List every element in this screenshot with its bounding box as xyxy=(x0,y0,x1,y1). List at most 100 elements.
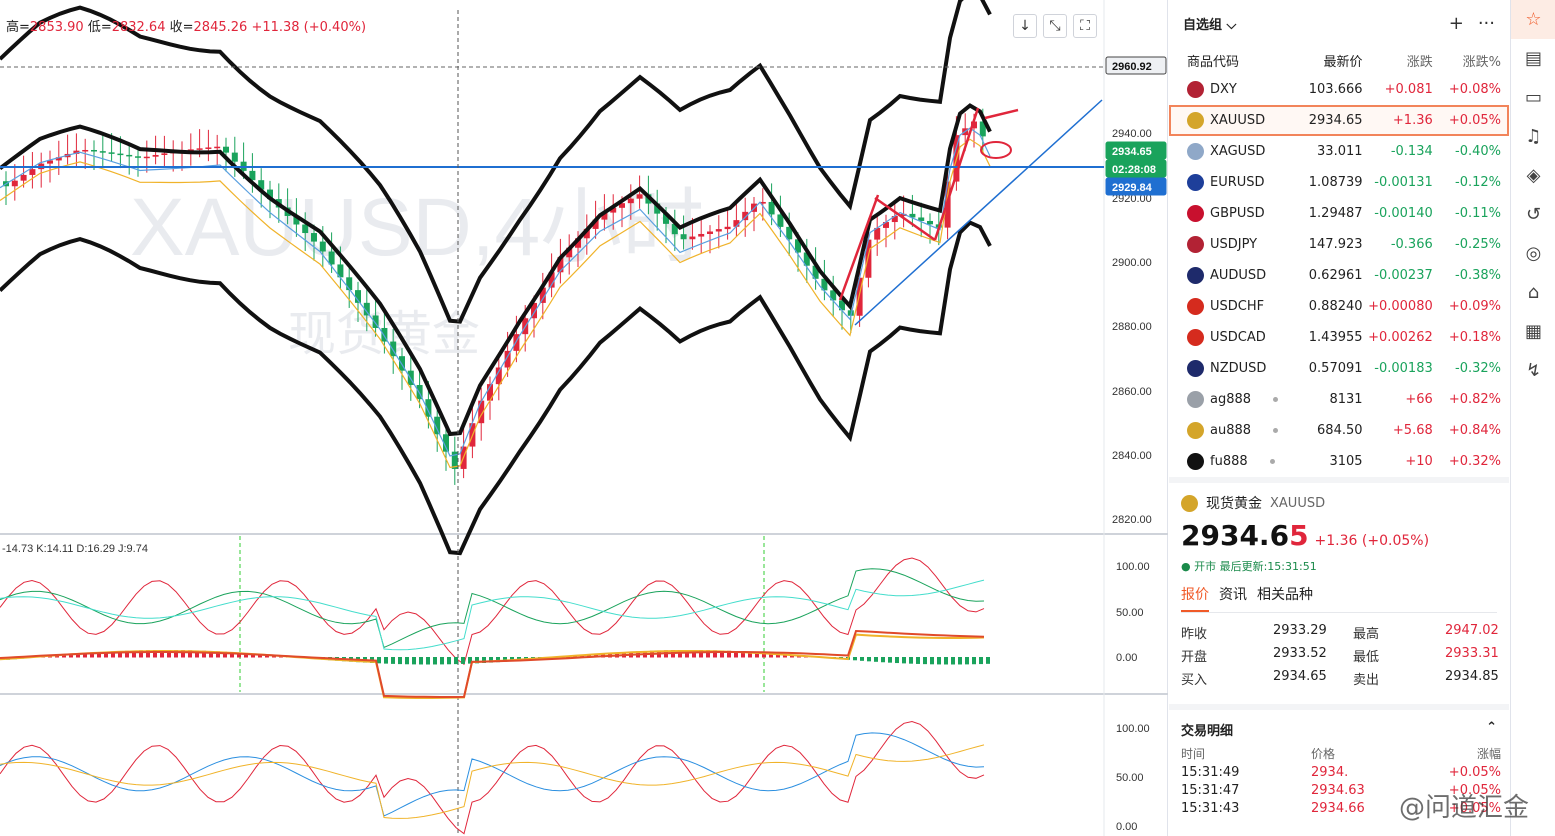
watchlist-row[interactable]: GBPUSD 1.29487 -0.00140 -0.11% xyxy=(1169,198,1509,229)
col-change[interactable]: 涨跌 xyxy=(1406,54,1433,70)
col-last[interactable]: 最新价 xyxy=(1323,54,1363,70)
market-status: ● 开市 最后更新:15:31:51 xyxy=(1181,560,1317,573)
col-change-pct[interactable]: 涨跌% xyxy=(1462,54,1502,70)
calendar-icon[interactable]: ▭ xyxy=(1524,87,1542,108)
macd-bar xyxy=(181,650,185,658)
candle-body xyxy=(610,207,617,213)
tab-quote[interactable]: 报价 xyxy=(1181,584,1209,612)
macd-bar xyxy=(776,653,780,658)
trade-row: 15:31:47 2934.63 +0.05% xyxy=(1181,783,1501,798)
macd-bar xyxy=(720,650,724,658)
chart-area[interactable]: XAUUSD,4小时现货黄金2940.002920.002900.002880.… xyxy=(0,0,1168,836)
watchlist-row[interactable]: EURUSD 1.08739 -0.00131 -0.12% xyxy=(1169,167,1509,198)
candle-body xyxy=(47,160,53,164)
macd-bar xyxy=(916,657,920,664)
candle-body xyxy=(73,150,80,154)
candle-body xyxy=(451,451,458,469)
plus-icon[interactable]: + xyxy=(1448,12,1464,34)
macd-bar xyxy=(258,653,262,658)
macd-bar xyxy=(76,653,80,658)
macd-bar xyxy=(426,657,430,665)
target-icon[interactable]: ◎ xyxy=(1525,243,1542,264)
tag-last-bg xyxy=(1105,141,1167,160)
macd-bar xyxy=(237,652,241,658)
annotation-arrow xyxy=(838,194,880,301)
chart-icon[interactable]: ↯ xyxy=(1525,360,1542,381)
candle-body xyxy=(302,224,309,234)
watchlist-row[interactable]: USDCAD 1.43955 +0.00262 +0.18% xyxy=(1169,322,1509,353)
arrow-down-icon[interactable]: ↓ xyxy=(1013,14,1037,38)
watchlist-change: -0.00131 xyxy=(1374,175,1433,190)
watchlist-row[interactable]: fu888 3105 +10 +0.32% xyxy=(1169,446,1509,477)
grid-icon[interactable]: ▦ xyxy=(1524,321,1542,342)
trades-col-pct: 涨幅 xyxy=(1476,747,1501,761)
trades-title: 交易明细 xyxy=(1181,724,1234,739)
candle-body xyxy=(707,231,713,234)
candle-body xyxy=(742,211,749,221)
watchlist-change: -0.00140 xyxy=(1374,206,1433,221)
candle-body xyxy=(891,216,898,223)
candle-body xyxy=(11,180,18,187)
candle-body xyxy=(91,149,97,152)
rsi-tick-label: 0.00 xyxy=(1116,821,1137,833)
watchlist-row[interactable]: au888 684.50 +5.68 +0.84% xyxy=(1169,415,1509,446)
watchlist-last: 0.88240 xyxy=(1308,299,1363,314)
candle-body xyxy=(443,434,449,452)
watchlist-change-pct: -0.32% xyxy=(1455,361,1502,376)
watchlist-row[interactable]: XAUUSD 2934.65 +1.36 +0.05% xyxy=(1169,105,1509,136)
macd-bar xyxy=(216,651,220,658)
watchlist-group-select[interactable]: 自选组 ⌵ xyxy=(1183,17,1237,33)
tag-countdown: 02:28:08 xyxy=(1112,164,1156,176)
chart-canvas[interactable]: XAUUSD,4小时现货黄金2940.002920.002900.002880.… xyxy=(0,0,1168,836)
macd-bar xyxy=(391,657,395,664)
detail-name: 现货黄金 xyxy=(1206,496,1262,512)
candle-body xyxy=(425,399,432,417)
candle-body xyxy=(759,201,766,204)
macd-bar xyxy=(853,657,857,661)
candle-body xyxy=(82,149,89,152)
watchlist-change: -0.00237 xyxy=(1374,268,1433,283)
watchlist-row[interactable]: XAGUSD 33.011 -0.134 -0.40% xyxy=(1169,136,1509,167)
watchlist-row[interactable]: NZDUSD 0.57091 -0.00183 -0.32% xyxy=(1169,353,1509,384)
layers-icon[interactable]: ◈ xyxy=(1526,165,1541,186)
candle-body xyxy=(592,219,599,229)
watchlist-row[interactable]: USDJPY 147.923 -0.366 -0.25% xyxy=(1169,229,1509,260)
watchlist-symbol: EURUSD xyxy=(1187,174,1294,191)
macd-bar xyxy=(132,650,136,658)
col-symbol[interactable]: 商品代码 xyxy=(1187,54,1240,70)
watchlist-last: 103.666 xyxy=(1308,82,1363,97)
quote-value: 2933.52 xyxy=(1273,646,1327,661)
candle-body xyxy=(495,367,502,385)
macd-bar xyxy=(503,657,507,662)
history-icon[interactable]: ↺ xyxy=(1525,204,1542,225)
watchlist-icon[interactable]: ☆ xyxy=(1511,0,1555,39)
watchlist-row[interactable]: ag888 8131 +66 +0.82% xyxy=(1169,384,1509,415)
candle-body xyxy=(601,212,608,220)
flag-icon xyxy=(1187,298,1204,315)
candle-body xyxy=(143,156,150,159)
candle-body xyxy=(372,315,379,328)
document-icon[interactable]: ▤ xyxy=(1524,48,1542,69)
chevron-up-icon[interactable]: ⌃ xyxy=(1486,720,1497,735)
watchlist-row[interactable]: AUDUSD 0.62961 -0.00237 -0.38% xyxy=(1169,260,1509,291)
watchlist-change-pct: +0.84% xyxy=(1448,423,1502,438)
macd-bar xyxy=(692,650,696,658)
more-icon[interactable]: ··· xyxy=(1477,12,1495,34)
fullscreen-icon[interactable]: ⛶ xyxy=(1073,14,1097,38)
bell-icon[interactable]: ♫ xyxy=(1525,126,1542,147)
tab-related[interactable]: 相关品种 xyxy=(1257,587,1313,603)
watchlist-last: 8131 xyxy=(1329,392,1363,407)
candle-body xyxy=(267,189,273,200)
compress-icon[interactable]: ⤡ xyxy=(1043,14,1067,38)
candle-body xyxy=(654,203,661,214)
candle-body xyxy=(539,287,546,303)
watchlist-row[interactable]: USDCHF 0.88240 +0.00080 +0.09% xyxy=(1169,291,1509,322)
macd-bar xyxy=(958,657,962,665)
watchlist-row[interactable]: DXY 103.666 +0.081 +0.08% xyxy=(1169,74,1509,105)
graduation-icon[interactable]: ⌂ xyxy=(1527,282,1540,303)
candle-body xyxy=(249,170,256,181)
tab-news[interactable]: 资讯 xyxy=(1219,587,1247,603)
candle-body xyxy=(381,327,388,342)
candle-body xyxy=(293,215,300,225)
macd-bar xyxy=(580,655,584,658)
